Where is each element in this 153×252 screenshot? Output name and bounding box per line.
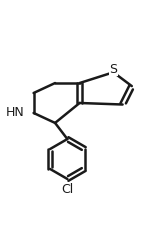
- Text: HN: HN: [6, 106, 24, 119]
- Text: Cl: Cl: [61, 183, 73, 196]
- Text: S: S: [109, 63, 117, 76]
